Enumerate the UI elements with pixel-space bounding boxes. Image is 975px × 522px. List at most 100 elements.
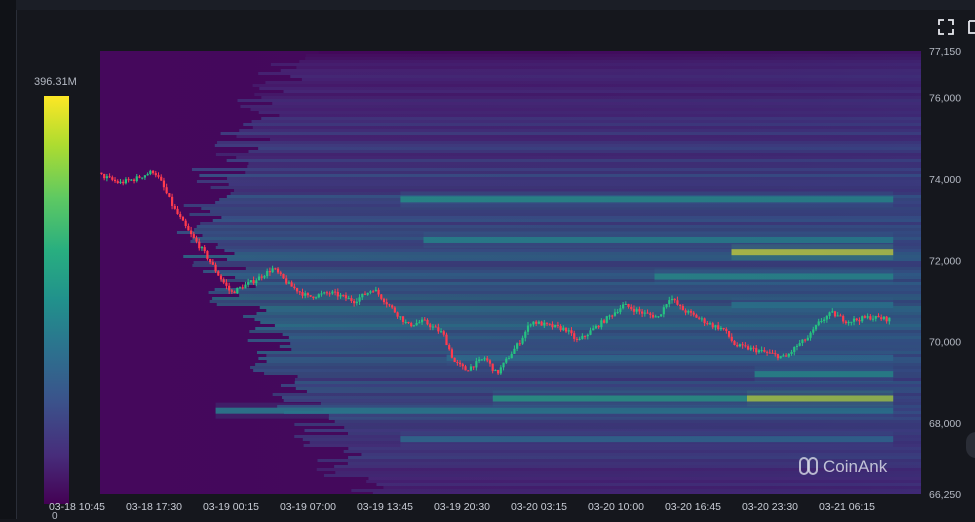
candle-body <box>676 300 679 305</box>
candle-body <box>247 282 250 285</box>
candle-body <box>138 176 141 178</box>
candle-body <box>295 288 299 292</box>
candle-body <box>233 291 236 294</box>
candle-body <box>203 247 206 252</box>
candle-body <box>285 278 288 284</box>
candle-body <box>198 241 201 249</box>
candle-body <box>825 316 828 320</box>
candle-body <box>589 330 592 335</box>
candle-body <box>757 350 761 353</box>
candle-body <box>842 316 845 322</box>
candle-body <box>336 291 339 297</box>
candle-body <box>448 345 451 350</box>
candle-body <box>828 312 831 317</box>
candle-body <box>100 172 103 174</box>
candle-body <box>415 323 418 326</box>
candle-body <box>627 304 630 307</box>
candle-body <box>263 276 266 278</box>
candle-body <box>391 305 394 308</box>
candle-body <box>733 340 736 346</box>
candle-body <box>396 312 399 317</box>
candle-body <box>717 325 720 330</box>
candle-body <box>684 310 687 313</box>
time-tick-label: 03-20 10:00 <box>588 501 644 513</box>
colorbar-min-label: 0 <box>52 511 58 522</box>
candle-body <box>619 308 622 313</box>
candle-body <box>850 321 853 323</box>
candle-body <box>192 234 195 238</box>
time-tick-label: 03-19 00:15 <box>203 501 259 513</box>
candle-body <box>401 316 405 322</box>
candle-body <box>855 318 858 321</box>
time-tick-label: 03-18 17:30 <box>126 501 182 513</box>
candle-body <box>238 287 242 289</box>
candle-body <box>575 338 579 340</box>
candle-body <box>779 356 782 359</box>
candle-body <box>151 170 155 174</box>
candle-body <box>765 351 769 353</box>
candle-body <box>662 307 665 315</box>
candle-body <box>880 317 883 320</box>
candle-body <box>399 316 402 318</box>
candle-body <box>217 271 220 276</box>
candle-body <box>605 316 608 323</box>
candle-body <box>116 181 119 183</box>
candle-body <box>752 347 755 349</box>
candle-body <box>499 367 502 374</box>
candle-body <box>372 291 375 293</box>
candle-body <box>165 187 168 194</box>
candle-body <box>108 176 111 178</box>
candle-body <box>540 321 543 326</box>
candle-body <box>744 345 747 347</box>
candle-body <box>293 286 296 289</box>
candle-body <box>736 345 739 347</box>
time-tick-label: 03-19 20:30 <box>434 501 490 513</box>
time-tick-label: 03-21 06:15 <box>819 501 875 513</box>
candle-body <box>464 366 467 371</box>
candle-body <box>624 304 627 306</box>
candle-body <box>597 325 600 328</box>
more-options-button[interactable] <box>966 18 975 36</box>
candle-body <box>190 230 193 235</box>
candle-body <box>230 290 233 292</box>
candle-body <box>287 282 291 284</box>
candle-body <box>521 337 524 344</box>
colorbar <box>44 96 69 504</box>
candle-body <box>787 353 790 357</box>
square-icon <box>968 20 975 34</box>
candle-body <box>380 294 383 299</box>
candle-body <box>518 343 521 345</box>
candle-body <box>173 205 176 209</box>
candle-body <box>545 322 549 324</box>
candle-body <box>195 237 198 242</box>
candle-body <box>279 272 282 274</box>
candle-body <box>353 300 356 304</box>
candle-body <box>602 320 606 323</box>
candle-body <box>257 276 261 281</box>
candle-body <box>646 312 649 314</box>
heatmap-shading <box>100 51 921 494</box>
candle-body <box>472 366 475 368</box>
candle-body <box>564 327 568 332</box>
price-axis: 66,250 68,000 70,000 72,000 74,000 76,000 77,1… <box>929 46 961 501</box>
candle-body <box>170 196 174 206</box>
candle-body <box>426 319 429 325</box>
candle-body <box>660 314 663 317</box>
liquidation-heatmap[interactable]: CoinAnk <box>100 51 921 494</box>
candle-body <box>317 294 320 298</box>
scroll-handle[interactable] <box>966 432 975 458</box>
candle-body <box>331 291 334 294</box>
candle-body <box>141 177 144 179</box>
candle-body <box>641 311 644 314</box>
candle-body <box>219 275 223 280</box>
fullscreen-button[interactable] <box>937 18 955 36</box>
candle-body <box>456 362 459 364</box>
candle-body <box>160 176 163 181</box>
candle-body <box>306 293 310 296</box>
candle-body <box>847 321 850 324</box>
candle-body <box>450 349 454 358</box>
candle-body <box>355 301 358 304</box>
candle-body <box>700 318 703 320</box>
candle-body <box>127 179 130 181</box>
candle-body <box>586 334 589 337</box>
